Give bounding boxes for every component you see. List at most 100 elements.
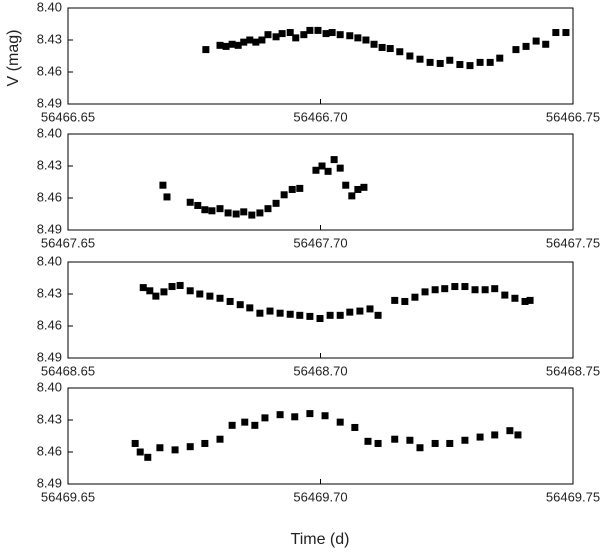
data-point [306,410,314,418]
data-point [222,42,230,50]
data-point [216,435,224,443]
data-point [264,31,272,39]
data-point [436,59,444,67]
data-point [396,48,404,56]
data-point [401,297,409,305]
data-point [144,453,152,461]
data-point [224,209,232,217]
data-point [201,206,209,214]
data-point [256,209,264,217]
data-point [486,58,494,66]
data-point [456,61,464,69]
x-tick-label: 56467.75 [546,235,600,250]
data-point [330,156,338,164]
data-point [360,183,368,191]
data-point [288,185,296,193]
data-point [316,315,324,323]
data-point [186,443,194,451]
data-point [506,427,514,435]
x-tick-label: 56468.65 [41,363,95,378]
x-tick-label: 56468.75 [546,363,600,378]
data-point [391,296,399,304]
data-point [206,292,214,300]
data-point [362,36,370,44]
x-axis-label: Time (d) [291,531,350,548]
data-point [406,52,414,60]
y-tick-label: 8.40 [37,379,62,394]
data-point [286,29,294,37]
y-tick-label: 8.43 [37,31,62,46]
data-point [512,46,520,54]
data-point [272,33,280,41]
data-point [324,167,332,175]
data-point [296,184,304,192]
data-point [346,32,354,40]
data-point [451,283,459,291]
data-point [511,294,519,302]
data-point [521,297,529,305]
data-point [326,311,334,319]
data-point [356,307,364,315]
data-point [306,26,314,34]
data-point [318,162,326,170]
data-point [251,421,259,429]
y-tick-label: 8.40 [37,0,62,14]
plot-frame [67,133,574,231]
data-point [354,185,362,193]
data-point [276,411,284,419]
data-point [461,436,469,444]
data-point [526,296,534,304]
y-tick-label: 8.46 [37,63,62,78]
data-point [131,439,139,447]
data-point [186,198,194,206]
data-point [354,34,362,42]
data-point [346,308,354,316]
data-point [481,286,489,294]
data-point [466,62,474,70]
y-tick-label: 8.49 [37,95,62,110]
data-point [272,199,280,207]
data-point [264,205,272,213]
data-point [241,418,249,426]
y-tick-label: 8.49 [37,221,62,236]
data-point [246,304,254,312]
data-point [292,34,300,42]
x-tick-label: 56466.75 [546,109,600,124]
y-tick-label: 8.46 [37,317,62,332]
data-point [176,281,184,289]
data-point [322,30,330,38]
data-point [216,41,224,49]
data-point [152,292,160,300]
data-point [306,312,314,320]
x-tick-label: 56469.70 [293,489,347,504]
data-point [441,285,449,293]
plot-frame [67,261,574,359]
data-point [228,40,236,48]
data-point [246,36,254,44]
data-point [366,305,374,313]
y-tick-label: 8.49 [37,475,62,490]
data-point [186,287,194,295]
data-point [416,55,424,63]
data-point [364,437,372,445]
x-tick-label: 56468.70 [293,363,347,378]
data-point [522,42,530,50]
data-point [491,431,499,439]
data-point [228,421,236,429]
y-axis-label: V (mag) [5,30,22,87]
data-point [139,284,147,292]
data-point [351,423,359,431]
data-point [201,439,209,447]
data-point [312,166,320,174]
data-point [476,58,484,66]
data-point [378,43,386,51]
data-point [156,444,164,452]
data-point [406,436,414,444]
data-point [258,36,266,44]
data-point [163,193,171,201]
x-tick-label: 56469.65 [41,489,95,504]
data-point [336,31,344,39]
data-point [562,29,570,37]
data-point [280,191,288,199]
x-tick-label: 56467.65 [41,235,95,250]
